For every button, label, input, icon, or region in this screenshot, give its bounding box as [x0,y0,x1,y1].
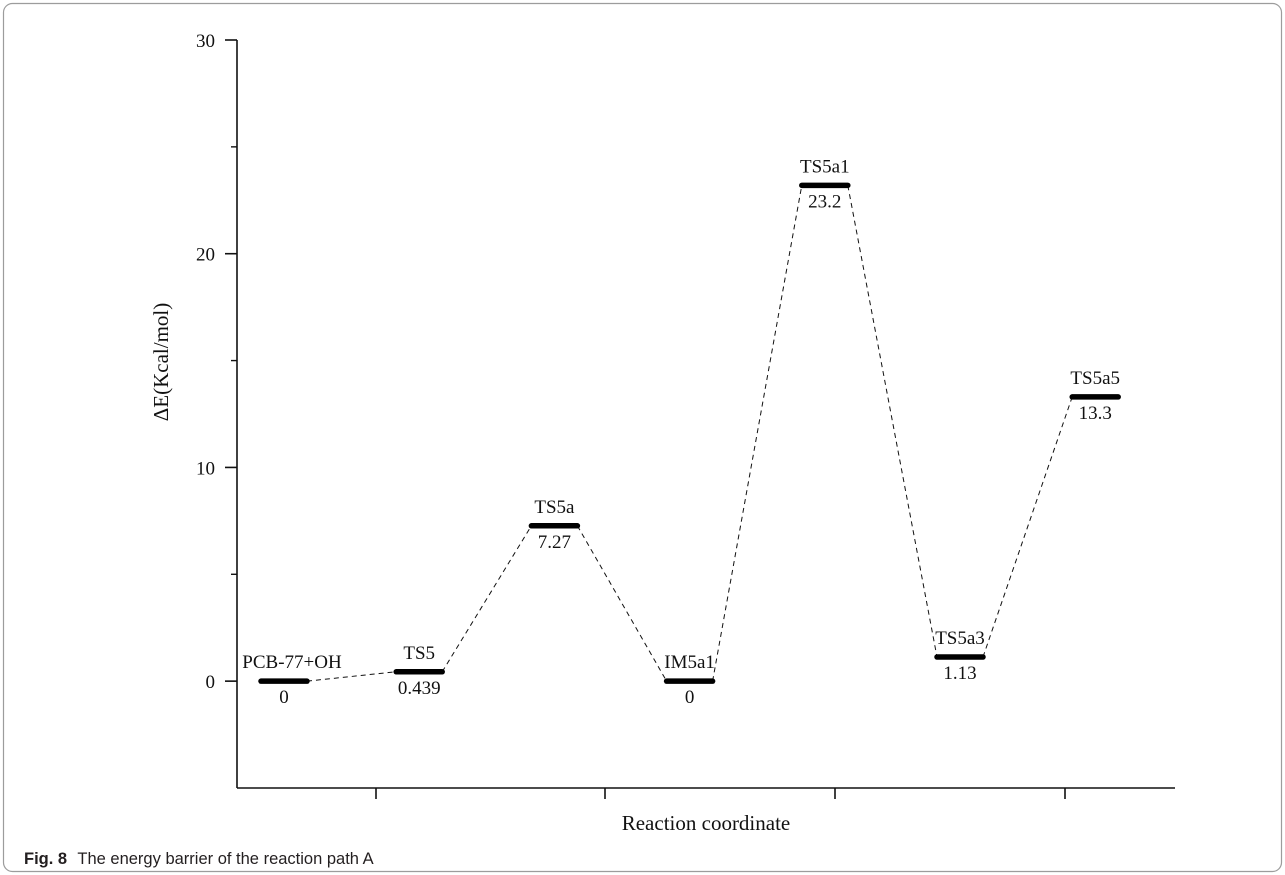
x-axis-title: Reaction coordinate [622,811,791,835]
connector-line [576,525,668,682]
figure-caption: Fig. 8 The energy barrier of the reactio… [24,850,374,868]
energy-level-label: TS5 [403,643,435,664]
connector-line [441,525,532,673]
caption-text: The energy barrier of the reaction path … [77,850,373,868]
y-tick-label: 0 [206,672,216,693]
energy-levels: PCB-77+OH 0 TS5 0.439 TS5a 7.27 IM5a1 0 TS5a1 23.… [242,156,1121,708]
energy-level-label: PCB-77+OH [242,652,342,673]
connector-line [847,185,938,658]
caption-fig-label: Fig. 8 [24,850,67,868]
plot-area: 0 10 20 30 PCB-77+OH 0 TS5 0.439 TS5a 7.27 IM5a1 0… [196,31,1175,799]
x-ticks [375,788,1066,799]
energy-value-label: 13.3 [1079,403,1112,424]
energy-value-label: 7.27 [538,532,571,553]
y-tick-label: 20 [196,245,215,266]
connector-line [982,396,1073,658]
connector-lines [306,185,1073,682]
y-ticks: 0 10 20 30 [196,31,237,693]
connector-line [306,671,397,682]
energy-value-label: 23.2 [808,191,841,212]
energy-level-label: TS5a3 [935,628,985,649]
energy-value-label: 0 [685,687,695,708]
energy-level-label: IM5a1 [664,652,715,673]
energy-value-label: 0 [279,687,289,708]
connector-line [712,185,803,682]
y-tick-label: 10 [196,458,215,479]
y-tick-label: 30 [196,31,215,52]
energy-value-label: 1.13 [943,663,976,684]
energy-level-label: TS5a [534,497,575,518]
energy-level-label: TS5a1 [800,156,850,177]
energy-level-label: TS5a5 [1070,368,1120,389]
energy-value-label: 0.439 [398,678,441,699]
y-axis-title: ΔE(Kcal/mol) [149,303,173,421]
